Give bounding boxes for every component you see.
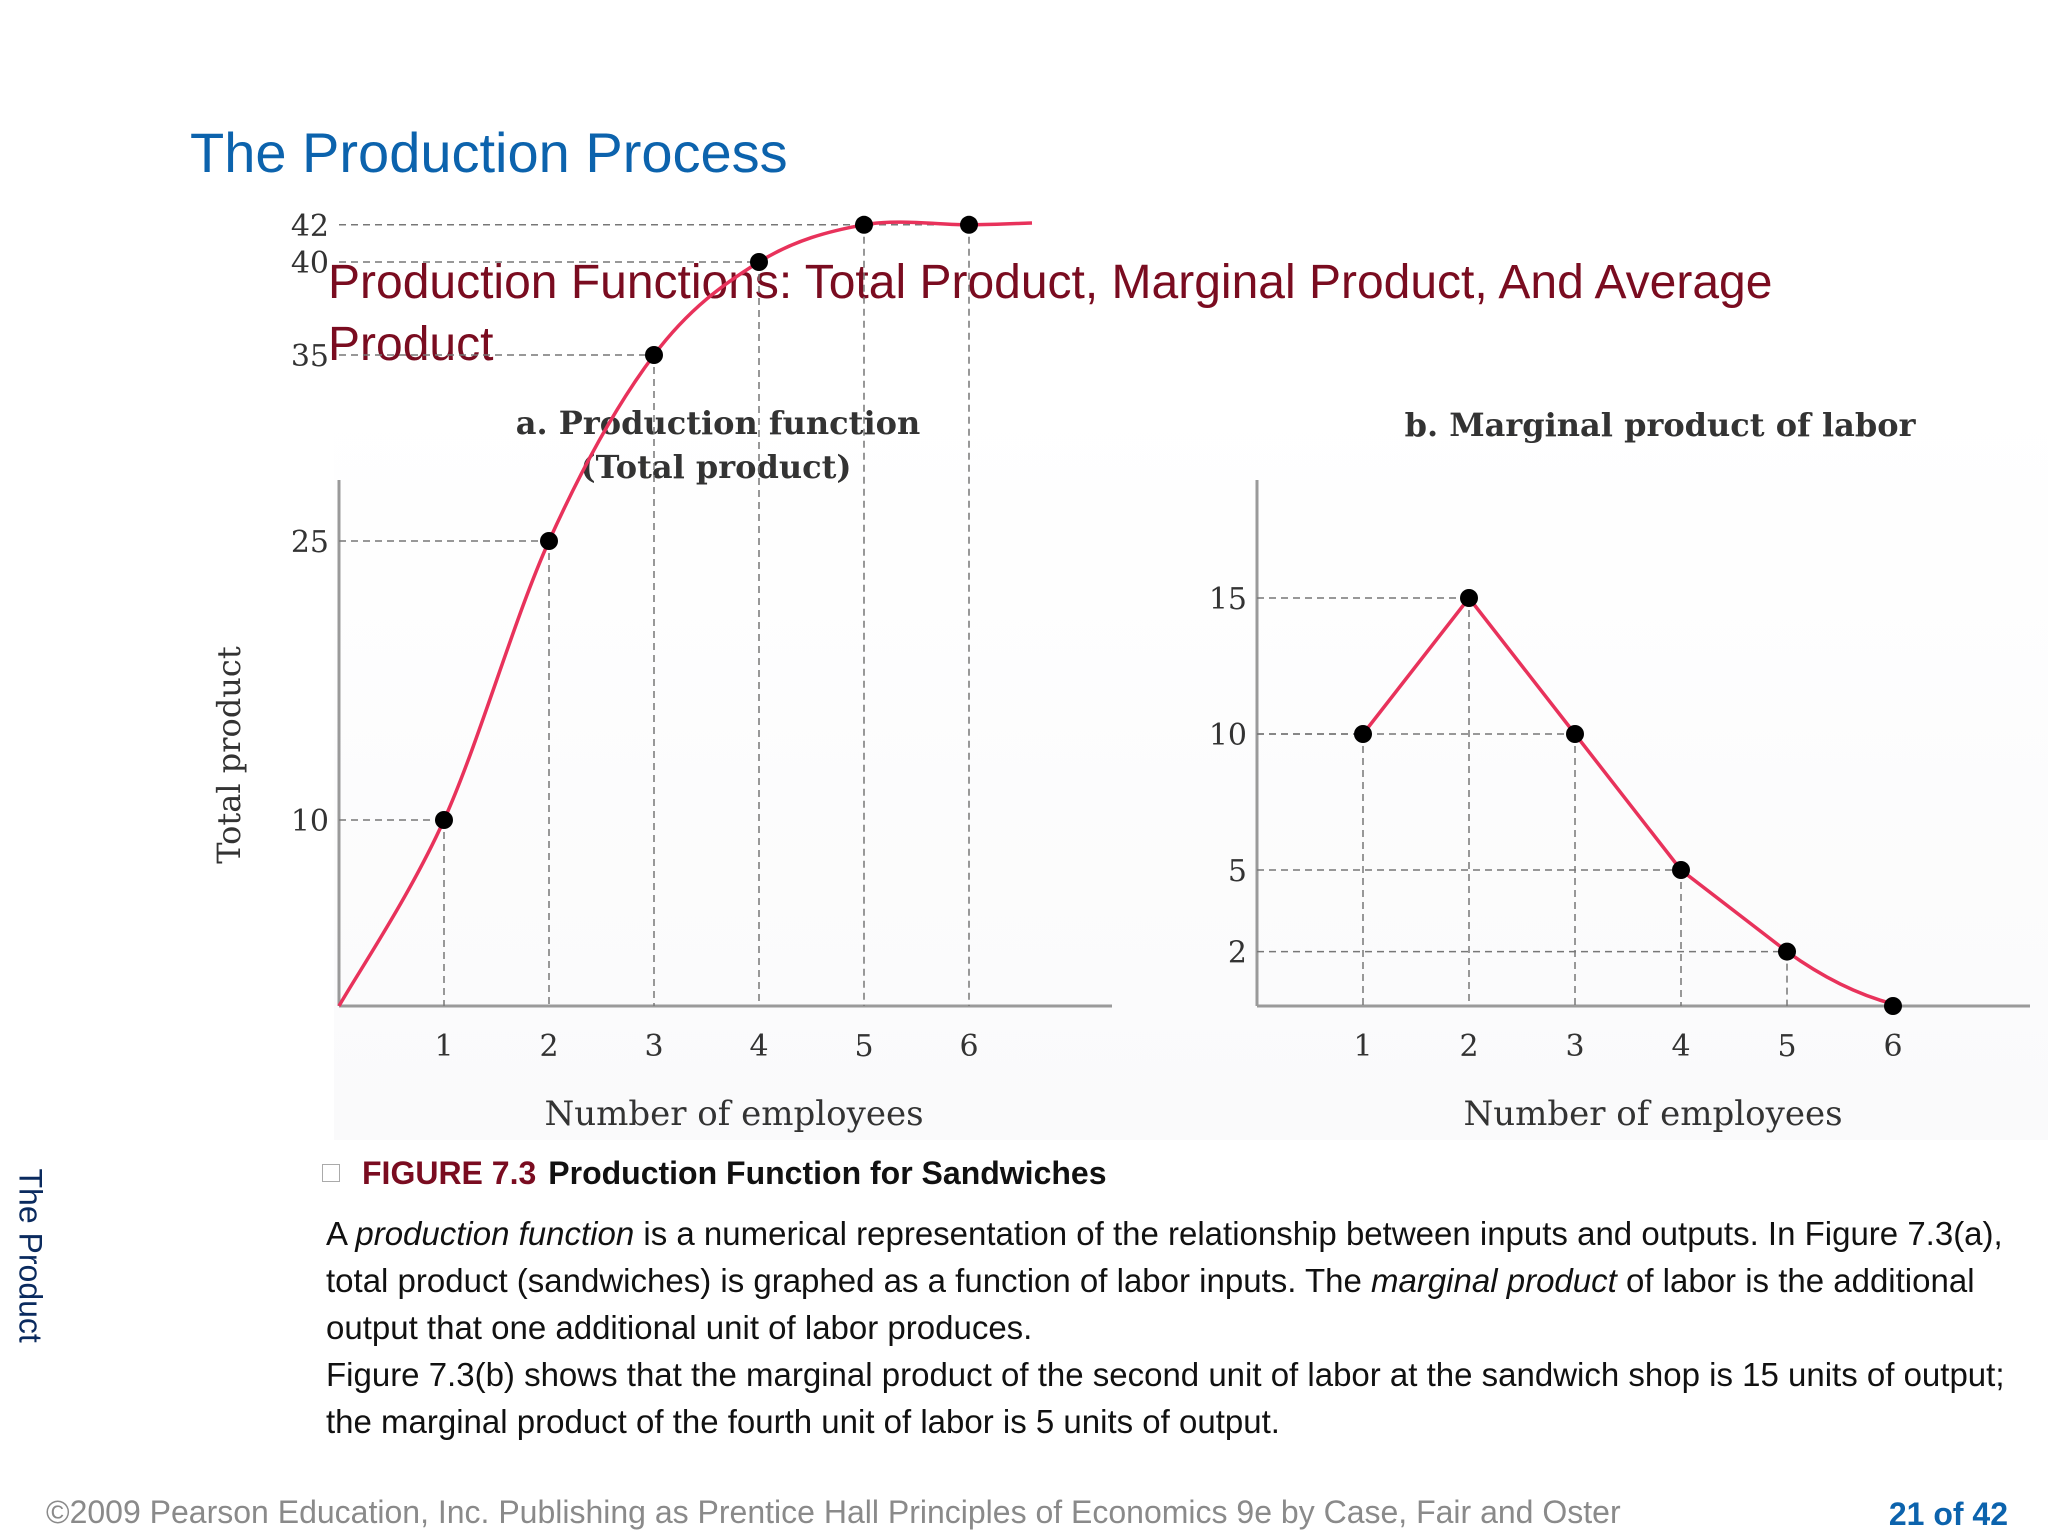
y-tick-label: 5 xyxy=(1228,854,1247,889)
data-point xyxy=(1884,997,1902,1015)
series-line xyxy=(337,220,1033,1007)
figure-caption: FIGURE 7.3 Production Function for Sandwi… xyxy=(322,1155,1107,1192)
data-point xyxy=(1354,725,1372,743)
y-tick-label: 35 xyxy=(291,339,329,374)
x-tick-label: 4 xyxy=(1671,1029,1690,1064)
x-tick-label: 2 xyxy=(539,1029,558,1064)
body-emphasis: production function xyxy=(355,1215,635,1252)
x-tick-label: 5 xyxy=(854,1029,873,1064)
y-tick-label: 42 xyxy=(291,209,329,244)
data-point xyxy=(750,253,768,271)
data-point xyxy=(1778,942,1796,961)
y-tick-label: 2 xyxy=(1228,936,1247,971)
x-tick-label: 6 xyxy=(1883,1029,1902,1064)
data-point xyxy=(540,532,558,550)
x-tick-label: 6 xyxy=(959,1029,978,1064)
x-tick-label: 5 xyxy=(1777,1029,1796,1064)
chart-b-title: b. Marginal product of labor xyxy=(1405,406,1917,444)
body-text-run: A xyxy=(326,1215,356,1252)
x-tick-label: 4 xyxy=(749,1029,768,1064)
x-tick-label: 3 xyxy=(644,1029,663,1064)
body-paragraph-2: Figure 7.3(b) shows that the marginal pr… xyxy=(326,1356,2005,1440)
page-number: 21 of 42 xyxy=(1888,1496,2008,1532)
chart-a-subtitle: (Total product) xyxy=(580,448,851,486)
data-point xyxy=(645,346,663,364)
x-tick-label: 3 xyxy=(1565,1029,1584,1064)
chart-b-plot: 2 5 10 15 1 2 3 4 5 6 xyxy=(1209,480,2030,1064)
body-text-run: of labor is the additional output that o… xyxy=(326,1262,1975,1346)
figure-number: FIGURE 7.3 xyxy=(362,1155,537,1191)
y-tick-label: 15 xyxy=(1209,582,1247,617)
data-point xyxy=(1566,725,1584,743)
data-point xyxy=(435,811,453,829)
section-heading: Production Functions: Total Product, Mar… xyxy=(328,256,1773,371)
footer-copyright: ©2009 Pearson Education, Inc. Publishing… xyxy=(46,1494,1621,1530)
body-emphasis: marginal product xyxy=(1371,1262,1617,1299)
caption-bullet-icon xyxy=(322,1163,340,1182)
y-tick-label: 25 xyxy=(291,525,329,560)
data-point xyxy=(1460,589,1478,607)
data-point xyxy=(960,215,978,234)
side-vertical-text: The Product xyxy=(12,1168,49,1343)
figure-background xyxy=(334,395,2048,1140)
y-tick-label: 10 xyxy=(291,804,329,839)
body-paragraph-1: A production function is a numerical rep… xyxy=(326,1210,2006,1351)
chart-b-xlabel: Number of employees xyxy=(1463,1094,1842,1134)
y-tick-label: 40 xyxy=(291,246,329,281)
chart-a-title: a. Production function xyxy=(516,404,920,442)
body-text: A production function is a numerical rep… xyxy=(326,1210,2006,1445)
data-point xyxy=(1672,861,1690,879)
page-title: The Production Process xyxy=(190,121,788,184)
series-line xyxy=(1361,595,1894,1006)
x-tick-label: 1 xyxy=(1353,1029,1372,1064)
figure-caption-text: Production Function for Sandwiches xyxy=(548,1155,1107,1191)
chart-a-ylabel: Total product xyxy=(210,646,248,864)
chart-a-xlabel: Number of employees xyxy=(544,1094,923,1134)
body-text-run: is a numerical representation of the rel… xyxy=(326,1215,2003,1299)
x-tick-label: 2 xyxy=(1459,1029,1478,1064)
x-tick-label: 1 xyxy=(434,1029,453,1064)
y-tick-label: 10 xyxy=(1209,718,1247,753)
data-point xyxy=(855,215,873,234)
